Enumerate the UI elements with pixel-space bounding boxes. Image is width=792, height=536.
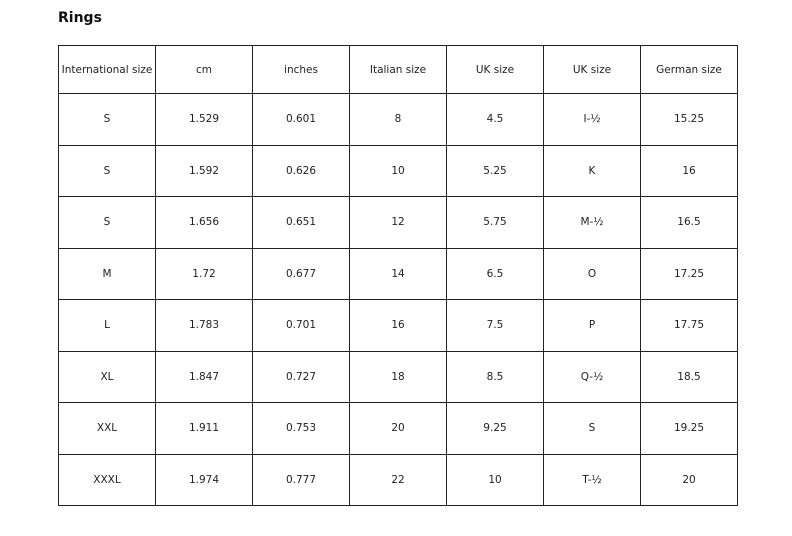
table-cell: 1.72 — [155, 247, 253, 300]
column-header: UK size — [543, 45, 641, 94]
table-cell: S — [58, 93, 156, 146]
table-cell: 17.25 — [640, 247, 738, 300]
table-cell: 0.651 — [252, 196, 350, 249]
table-cell: 16 — [640, 144, 738, 197]
table-cell: 1.783 — [155, 299, 253, 352]
table-row: S 1.529 0.601 8 4.5 I-½ 15.25 — [58, 93, 738, 146]
table-cell: 5.25 — [446, 144, 544, 197]
table-cell: 0.677 — [252, 247, 350, 300]
table-cell: 9.25 — [446, 402, 544, 455]
table-cell: T-½ — [543, 453, 641, 506]
table-cell: 8 — [349, 93, 447, 146]
table-cell: 5.75 — [446, 196, 544, 249]
column-header: cm — [155, 45, 253, 94]
table-cell: 0.753 — [252, 402, 350, 455]
table-cell: 0.601 — [252, 93, 350, 146]
table-cell: 0.727 — [252, 350, 350, 403]
table-cell: 8.5 — [446, 350, 544, 403]
table-row: M 1.72 0.677 14 6.5 O 17.25 — [58, 247, 738, 300]
table-cell: 1.592 — [155, 144, 253, 197]
table-cell: 0.777 — [252, 453, 350, 506]
table-cell: 0.701 — [252, 299, 350, 352]
table-header-row: International size cm inches Italian size UK… — [58, 45, 738, 94]
table-cell: 1.656 — [155, 196, 253, 249]
table-cell: 1.529 — [155, 93, 253, 146]
table-cell: 18.5 — [640, 350, 738, 403]
table-cell: 7.5 — [446, 299, 544, 352]
table-cell: M — [58, 247, 156, 300]
table-row: L 1.783 0.701 16 7.5 P 17.75 — [58, 299, 738, 352]
table-cell: 20 — [640, 453, 738, 506]
table-cell: K — [543, 144, 641, 197]
table-cell: 18 — [349, 350, 447, 403]
column-header: UK size — [446, 45, 544, 94]
table-cell: 16.5 — [640, 196, 738, 249]
column-header: inches — [252, 45, 350, 94]
table-cell: L — [58, 299, 156, 352]
table-cell: 19.25 — [640, 402, 738, 455]
table-cell: 17.75 — [640, 299, 738, 352]
ring-size-table: International size cm inches Italian size UK… — [58, 45, 738, 506]
table-cell: P — [543, 299, 641, 352]
table-cell: S — [543, 402, 641, 455]
table-cell: XXL — [58, 402, 156, 455]
table-cell: 12 — [349, 196, 447, 249]
table-cell: 16 — [349, 299, 447, 352]
table-cell: 1.911 — [155, 402, 253, 455]
table-row: XL 1.847 0.727 18 8.5 Q-½ 18.5 — [58, 350, 738, 403]
table-cell: 14 — [349, 247, 447, 300]
table-cell: 6.5 — [446, 247, 544, 300]
table-row: S 1.592 0.626 10 5.25 K 16 — [58, 144, 738, 197]
column-header: Italian size — [349, 45, 447, 94]
table-cell: 4.5 — [446, 93, 544, 146]
column-header: International size — [58, 45, 156, 94]
table-cell: XXXL — [58, 453, 156, 506]
table-cell: S — [58, 196, 156, 249]
column-header: German size — [640, 45, 738, 94]
table-cell: 15.25 — [640, 93, 738, 146]
table-cell: 1.974 — [155, 453, 253, 506]
table-cell: 10 — [349, 144, 447, 197]
table-cell: Q-½ — [543, 350, 641, 403]
table-row: XXXL 1.974 0.777 22 10 T-½ 20 — [58, 453, 738, 506]
table-row: S 1.656 0.651 12 5.75 M-½ 16.5 — [58, 196, 738, 249]
table-cell: I-½ — [543, 93, 641, 146]
table-cell: 20 — [349, 402, 447, 455]
table-cell: 10 — [446, 453, 544, 506]
table-row: XXL 1.911 0.753 20 9.25 S 19.25 — [58, 402, 738, 455]
table-cell: S — [58, 144, 156, 197]
table-cell: 1.847 — [155, 350, 253, 403]
table-cell: 0.626 — [252, 144, 350, 197]
table-cell: O — [543, 247, 641, 300]
table-cell: XL — [58, 350, 156, 403]
page-title: Rings — [58, 10, 102, 26]
table-cell: M-½ — [543, 196, 641, 249]
table-cell: 22 — [349, 453, 447, 506]
